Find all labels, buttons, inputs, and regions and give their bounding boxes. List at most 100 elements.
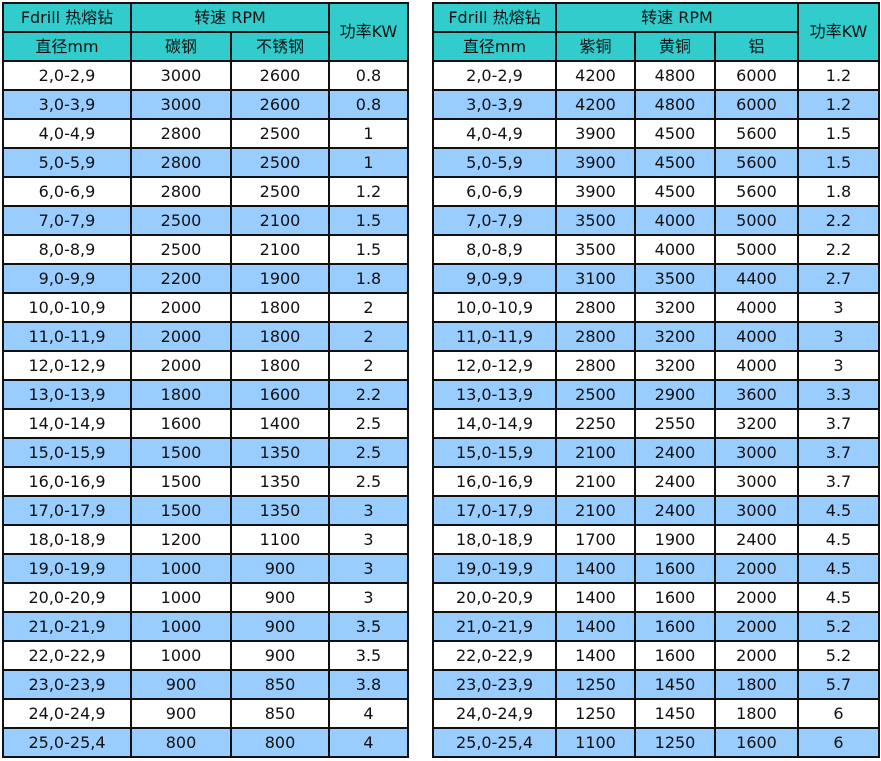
- rpm-cell: 1250: [555, 698, 636, 729]
- rpm-cell: 2500: [130, 205, 232, 236]
- diameter-cell: 21,0-21,9: [2, 611, 132, 642]
- header-diameter-unit: 直径mm: [432, 31, 557, 62]
- table-row: 12,0-12,9 2000 1800 2: [2, 350, 409, 381]
- power-cell: 2.2: [797, 234, 880, 265]
- diameter-cell: 7,0-7,9: [2, 205, 132, 236]
- diameter-cell: 12,0-12,9: [2, 350, 132, 381]
- diameter-cell: 10,0-10,9: [2, 292, 132, 323]
- diameter-cell: 2,0-2,9: [432, 60, 557, 91]
- power-cell: 1: [328, 118, 409, 149]
- diameter-cell: 15,0-15,9: [432, 437, 557, 468]
- rpm-cell: 6000: [714, 60, 799, 91]
- table-row: 20,0-20,9 1000 900 3: [2, 582, 409, 613]
- power-cell: 1.5: [797, 118, 880, 149]
- rpm-cell: 1600: [130, 408, 232, 439]
- power-cell: 2.5: [328, 408, 409, 439]
- rpm-cell: 2900: [634, 379, 716, 410]
- table-row: 13,0-13,9 2500 2900 3600 3.3: [432, 379, 880, 410]
- table-row: 16,0-16,9 1500 1350 2.5: [2, 466, 409, 497]
- diameter-cell: 25,0-25,4: [2, 727, 132, 758]
- rpm-cell: 3500: [555, 205, 636, 236]
- rpm-cell: 1600: [714, 727, 799, 758]
- diameter-cell: 20,0-20,9: [2, 582, 132, 613]
- rpm-cell: 3900: [555, 118, 636, 149]
- table-row: 15,0-15,9 2100 2400 3000 3.7: [432, 437, 880, 468]
- rpm-cell: 4800: [634, 89, 716, 120]
- rpm-cell: 2400: [634, 495, 716, 526]
- rpm-cell: 1000: [130, 582, 232, 613]
- diameter-cell: 15,0-15,9: [2, 437, 132, 468]
- rpm-cell: 4800: [634, 60, 716, 91]
- diameter-cell: 6,0-6,9: [2, 176, 132, 207]
- rpm-cell: 1350: [230, 466, 330, 497]
- rpm-cell: 2800: [555, 292, 636, 323]
- power-cell: 3.5: [328, 640, 409, 671]
- rpm-cell: 2500: [130, 234, 232, 265]
- power-cell: 1.2: [797, 89, 880, 120]
- power-cell: 2: [328, 321, 409, 352]
- rpm-cell: 3200: [634, 350, 716, 381]
- diameter-cell: 12,0-12,9: [432, 350, 557, 381]
- header-diameter-unit: 直径mm: [2, 31, 132, 62]
- table-row: 11,0-11,9 2000 1800 2: [2, 321, 409, 352]
- diameter-cell: 16,0-16,9: [2, 466, 132, 497]
- rpm-cell: 1250: [555, 669, 636, 700]
- rpm-cell: 3900: [555, 147, 636, 178]
- rpm-cell: 1600: [634, 611, 716, 642]
- rpm-cell: 1600: [634, 640, 716, 671]
- rpm-cell: 3500: [634, 263, 716, 294]
- rpm-cell: 1800: [714, 698, 799, 729]
- power-cell: 3.8: [328, 669, 409, 700]
- diameter-cell: 3,0-3,9: [2, 89, 132, 120]
- diameter-cell: 24,0-24,9: [432, 698, 557, 729]
- rpm-cell: 5600: [714, 118, 799, 149]
- power-cell: 6: [797, 727, 880, 758]
- power-cell: 2: [328, 292, 409, 323]
- table-row: 19,0-19,9 1000 900 3: [2, 553, 409, 584]
- rpm-cell: 2100: [555, 437, 636, 468]
- power-cell: 1: [328, 147, 409, 178]
- table-row: 11,0-11,9 2800 3200 4000 3: [432, 321, 880, 352]
- table-row: 6,0-6,9 2800 2500 1.2: [2, 176, 409, 207]
- rpm-cell: 4500: [634, 176, 716, 207]
- diameter-cell: 2,0-2,9: [2, 60, 132, 91]
- rpm-cell: 1450: [634, 698, 716, 729]
- header-material: 不锈钢: [230, 31, 330, 62]
- header-speed: 转速 RPM: [130, 2, 330, 33]
- power-cell: 3: [797, 292, 880, 323]
- table-row: 7,0-7,9 2500 2100 1.5: [2, 205, 409, 236]
- diameter-cell: 6,0-6,9: [432, 176, 557, 207]
- power-cell: 1.2: [797, 60, 880, 91]
- rpm-cell: 900: [130, 698, 232, 729]
- rpm-cell: 2550: [634, 408, 716, 439]
- rpm-cell: 4000: [634, 205, 716, 236]
- power-cell: 4.5: [797, 495, 880, 526]
- rpm-cell: 2000: [714, 640, 799, 671]
- diameter-cell: 14,0-14,9: [432, 408, 557, 439]
- table-row: 9,0-9,9 3100 3500 4400 2.7: [432, 263, 880, 294]
- rpm-cell: 2000: [130, 292, 232, 323]
- rpm-cell: 2100: [230, 234, 330, 265]
- rpm-cell: 1700: [555, 524, 636, 555]
- rpm-cell: 2500: [230, 118, 330, 149]
- power-cell: 3: [328, 495, 409, 526]
- rpm-cell: 2500: [230, 176, 330, 207]
- rpm-cell: 4000: [714, 321, 799, 352]
- power-cell: 3.7: [797, 408, 880, 439]
- table-row: 22,0-22,9 1000 900 3.5: [2, 640, 409, 671]
- table-row: 24,0-24,9 1250 1450 1800 6: [432, 698, 880, 729]
- rpm-cell: 1000: [130, 553, 232, 584]
- rpm-cell: 900: [130, 669, 232, 700]
- rpm-cell: 4500: [634, 147, 716, 178]
- diameter-cell: 4,0-4,9: [432, 118, 557, 149]
- rpm-cell: 2400: [714, 524, 799, 555]
- header-speed: 转速 RPM: [555, 2, 799, 33]
- table-row: 10,0-10,9 2000 1800 2: [2, 292, 409, 323]
- rpm-cell: 1400: [555, 553, 636, 584]
- header-material: 紫铜: [555, 31, 636, 62]
- rpm-cell: 1800: [230, 292, 330, 323]
- drill-speed-table-steel: Fdrill 热熔钻 转速 RPM 功率KW 直径mm 碳钢 不锈钢 2,0-2…: [2, 2, 409, 758]
- power-cell: 0.8: [328, 89, 409, 120]
- rpm-cell: 900: [230, 553, 330, 584]
- rpm-cell: 1350: [230, 437, 330, 468]
